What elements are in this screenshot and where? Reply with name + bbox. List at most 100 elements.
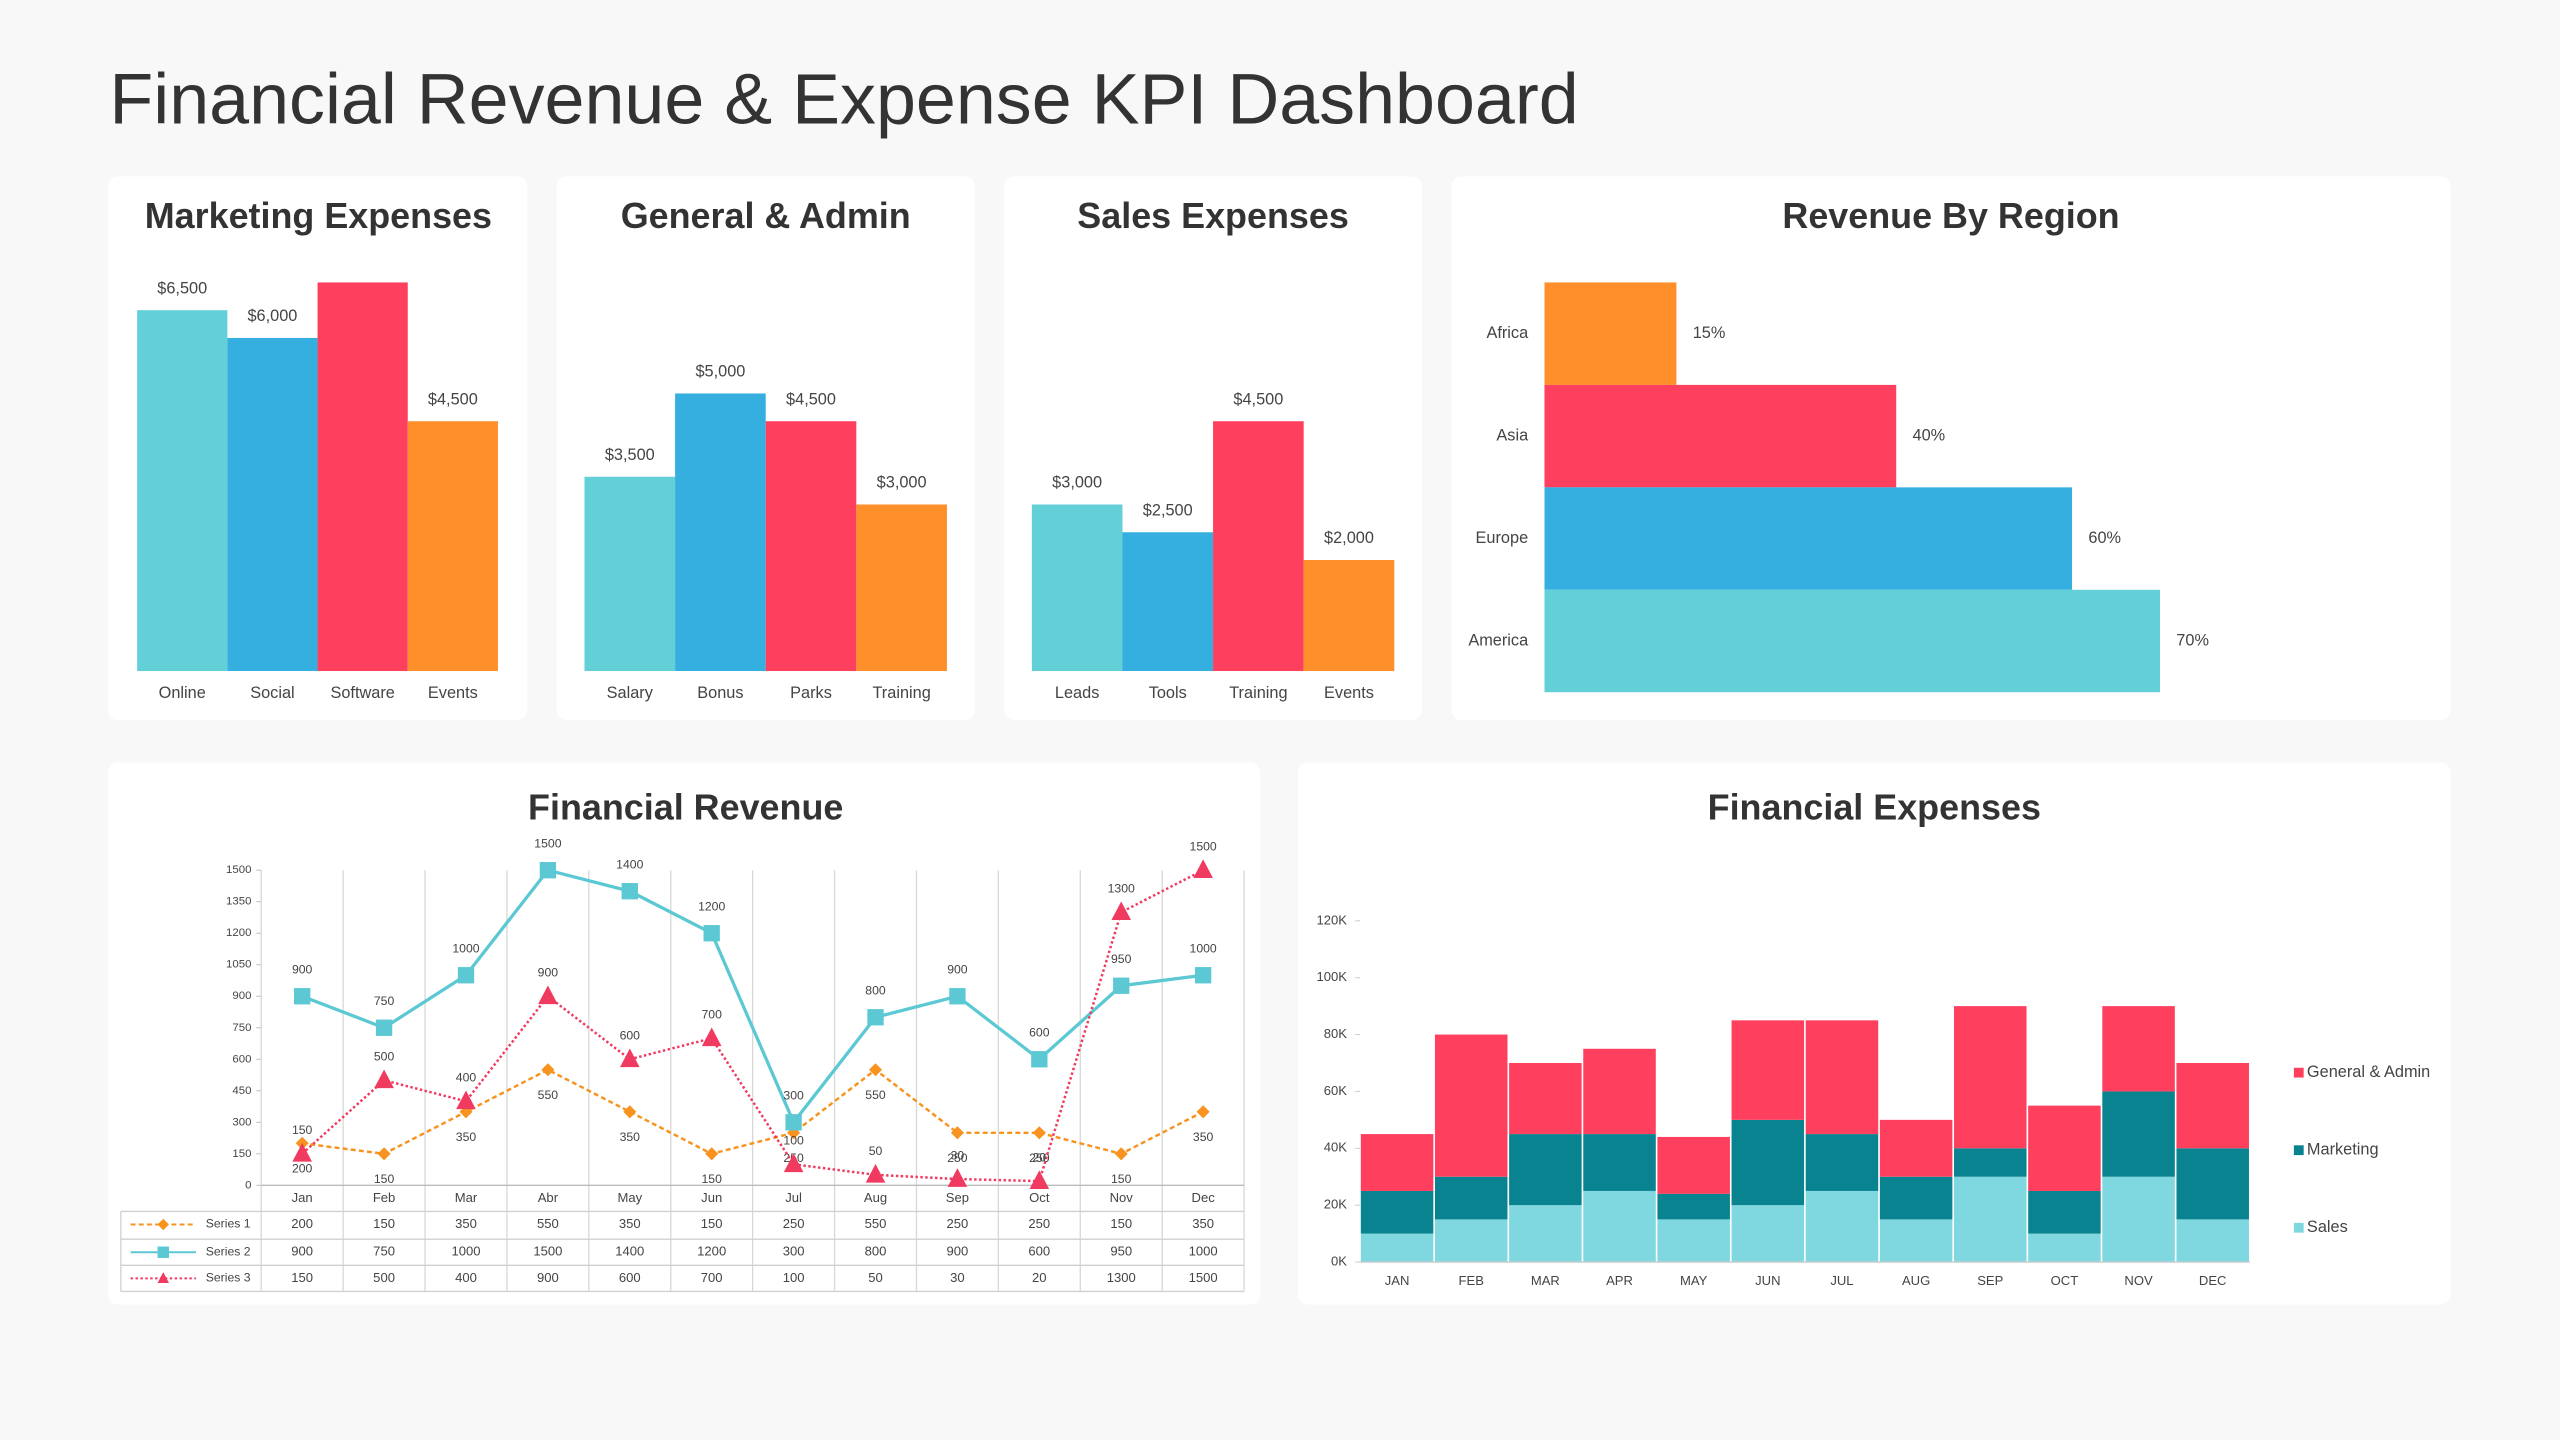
- x-tick-label: SEP: [1977, 1273, 2003, 1288]
- bar-segment: [1731, 1119, 1805, 1206]
- data-label: 1200: [698, 899, 725, 913]
- y-tick-label: 80K: [1324, 1026, 1348, 1041]
- value-label: $3,000: [877, 474, 927, 492]
- chart-title: Financial Expenses: [1708, 786, 2041, 827]
- y-tick-label: Europe: [1476, 529, 1529, 547]
- data-label: 600: [620, 1029, 641, 1043]
- y-tick-label: 600: [232, 1053, 251, 1065]
- x-tick-label: Abr: [538, 1190, 559, 1205]
- table-cell: 900: [537, 1270, 559, 1285]
- y-tick-label: 100K: [1316, 969, 1347, 984]
- value-label: 60%: [2088, 529, 2121, 547]
- y-tick-label: 450: [232, 1085, 251, 1097]
- x-tick-label: MAR: [1531, 1273, 1560, 1288]
- bar: [1544, 487, 2073, 590]
- x-tick-label: Mar: [455, 1190, 478, 1205]
- bar: [1544, 282, 1677, 385]
- y-tick-label: 120K: [1316, 912, 1347, 927]
- x-tick-label: Leads: [1055, 684, 1099, 702]
- bar: [1122, 532, 1214, 672]
- data-label: 900: [947, 962, 968, 976]
- data-label: 1500: [1190, 840, 1217, 854]
- x-tick-label: JUN: [1755, 1273, 1780, 1288]
- x-tick-label: Online: [159, 684, 206, 702]
- bar-segment: [1954, 1176, 2027, 1263]
- bar: [407, 421, 498, 672]
- table-cell: 500: [373, 1270, 395, 1285]
- legend-label: Series 2: [206, 1244, 251, 1258]
- data-label: 900: [538, 966, 559, 980]
- bar-segment: [1583, 1048, 1656, 1135]
- table-cell: 150: [291, 1270, 313, 1285]
- table-cell: 550: [865, 1216, 887, 1231]
- x-tick-label: Training: [872, 684, 930, 702]
- x-tick-label: NOV: [2124, 1273, 2153, 1288]
- y-tick-label: 0: [245, 1179, 251, 1191]
- data-label: 150: [701, 1172, 722, 1186]
- bar: [227, 337, 318, 672]
- table-cell: 1300: [1107, 1270, 1136, 1285]
- legend-label: Series 1: [206, 1217, 251, 1231]
- legend-label: Marketing: [2307, 1141, 2379, 1159]
- value-label: $3,500: [605, 446, 655, 464]
- bar-segment: [1434, 1034, 1508, 1177]
- value-label: $5,000: [695, 363, 745, 381]
- bar-segment: [1731, 1205, 1805, 1263]
- value-label: 40%: [1913, 426, 1946, 444]
- y-tick-label: 0K: [1331, 1253, 1347, 1268]
- bar-segment: [2176, 1062, 2249, 1149]
- bar-segment: [1805, 1020, 1879, 1135]
- table-cell: 600: [1028, 1244, 1050, 1259]
- y-tick-label: Africa: [1486, 324, 1529, 342]
- data-label: 750: [374, 994, 395, 1008]
- data-label: 600: [1029, 1025, 1050, 1039]
- table-cell: 350: [455, 1216, 477, 1231]
- bar: [1031, 504, 1123, 672]
- marker: [867, 1009, 884, 1026]
- data-label: 150: [292, 1123, 313, 1137]
- marker: [703, 925, 720, 942]
- x-tick-label: DEC: [2199, 1273, 2227, 1288]
- marker: [705, 1147, 719, 1161]
- data-label: 350: [456, 1130, 477, 1144]
- card: [107, 762, 1261, 1305]
- marker: [157, 1218, 169, 1231]
- marker: [868, 1063, 883, 1077]
- marker: [1196, 1105, 1210, 1119]
- legend-swatch: [2293, 1145, 2304, 1156]
- y-tick-label: 40K: [1324, 1140, 1348, 1155]
- data-label: 800: [865, 983, 886, 997]
- bar-segment: [2102, 1006, 2175, 1092]
- bar-segment: [2176, 1219, 2249, 1263]
- table-cell: 1000: [1189, 1244, 1218, 1259]
- table-cell: 150: [373, 1216, 395, 1231]
- marker: [947, 1168, 968, 1187]
- marker: [377, 1147, 391, 1161]
- marker: [865, 1164, 886, 1183]
- x-tick-label: Oct: [1029, 1190, 1050, 1205]
- series-line: [302, 1068, 1204, 1156]
- bar: [765, 421, 857, 672]
- table-cell: 900: [947, 1244, 969, 1259]
- marker: [1193, 859, 1213, 879]
- table-cell: 150: [701, 1216, 723, 1231]
- table-cell: 1500: [533, 1244, 562, 1259]
- bar-segment: [1879, 1119, 1953, 1177]
- y-tick-label: America: [1468, 631, 1529, 649]
- table-cell: 250: [1028, 1216, 1050, 1231]
- x-tick-label: Events: [428, 684, 478, 702]
- data-label: 1000: [1190, 941, 1217, 955]
- marker: [621, 883, 638, 900]
- x-tick-label: JUL: [1830, 1273, 1853, 1288]
- marker: [1114, 1147, 1128, 1161]
- value-label: $2,500: [1143, 501, 1193, 519]
- y-tick-label: 60K: [1324, 1083, 1348, 1098]
- x-tick-label: APR: [1606, 1273, 1633, 1288]
- marker: [157, 1246, 169, 1258]
- marker: [294, 988, 311, 1005]
- bar: [317, 282, 408, 672]
- y-tick-label: 20K: [1324, 1197, 1348, 1212]
- chart-title: Sales Expenses: [1077, 195, 1348, 236]
- y-tick-label: 1500: [226, 864, 251, 876]
